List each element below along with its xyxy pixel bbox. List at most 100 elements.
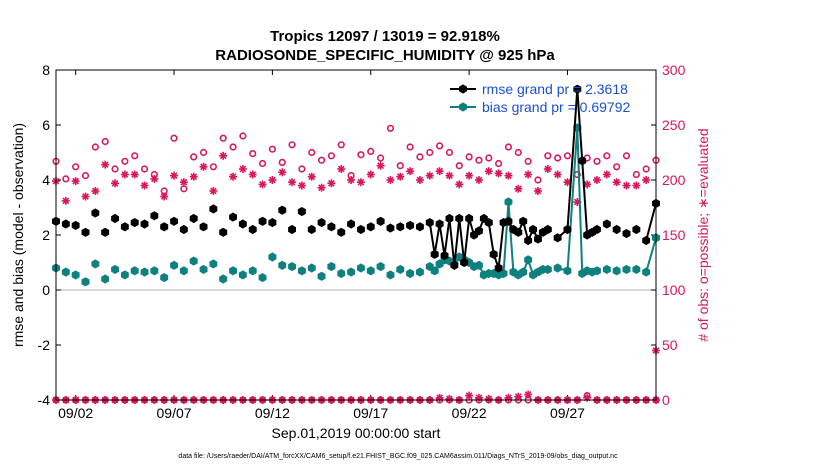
y2-tick-label: 100 [662,282,686,298]
obs-evaluated-point [622,181,631,190]
obs-evaluated-point [288,178,297,187]
obs-evaluated-point [219,151,228,160]
rmse-point [170,216,178,226]
y2-tick-label: 250 [662,117,686,133]
obs-possible-point [475,156,483,164]
obs-evaluated-point [140,181,149,190]
rmse-point [327,222,336,232]
obs-evaluated-point [111,179,120,188]
bias-point [642,267,651,277]
obs-evaluated-point [61,196,70,205]
rmse-point [347,219,355,229]
bias-point [278,260,287,270]
obs-possible-point [258,159,267,168]
y2-axis-label: # of obs: o=possible; ∗=evaluated [695,128,711,341]
obs-possible-point [308,148,316,157]
rmse-point [529,224,537,235]
obs-possible-point [317,156,326,164]
obs-possible-point [239,132,247,140]
bias-point [622,264,631,274]
y-tick-label: 6 [42,117,50,133]
obs-possible-point [465,153,473,161]
x-tick-label: 09/07 [157,405,192,421]
obs-evaluated-point [209,187,218,195]
rmse-point [524,235,533,246]
bias-point [170,260,178,270]
bias-point [111,264,119,274]
bias-point [632,264,641,274]
obs-evaluated-point [81,192,90,201]
axes-layer: -4 -2 0 2 4 6 8 0 50 100 150 200 250 300 09/02 09/07 09/… [38,62,686,421]
obs-evaluated-point [229,172,238,181]
obs-possible-point [190,153,198,161]
obs-possible-point [140,165,149,173]
rmse-point [573,84,582,94]
rmse-point [475,226,483,236]
y-tick-label: 8 [42,62,50,78]
obs-evaluated-point [327,179,336,188]
obs-evaluated-point [170,171,179,180]
obs-evaluated-point [297,181,306,190]
rmse-point [111,213,119,224]
rmse-point [642,235,651,246]
bias-point [430,266,439,276]
chart-title-line2: RADIOSONDE_SPECIFIC_HUMIDITY @ 925 hPa [215,47,555,64]
rmse-point [396,222,405,232]
x-tick-label: 09/22 [452,405,487,421]
obs-evaluated-point [494,169,503,178]
obs-evaluated-point [199,162,208,171]
y-tick-label: 2 [42,227,50,243]
y2-tick-label: 200 [662,172,686,188]
obs-evaluated-point [347,176,356,184]
plot-frame [55,69,657,401]
obs-possible-point [504,143,513,151]
rmse-point [494,263,503,273]
y2-tick-label: 50 [662,337,678,353]
rmse-point [179,224,188,235]
bias-point [406,268,415,279]
legend-bias-label: bias grand pr = 0.69792 [482,99,630,115]
obs-evaluated-point [71,177,80,186]
obs-possible-point [376,154,385,162]
obs-evaluated-point [425,171,434,180]
obs-possible-point [278,158,286,166]
bias-point [386,270,395,280]
obs-evaluated-point [474,176,483,184]
rmse-point [337,227,346,237]
obs-possible-point [554,154,562,162]
obs-evaluated-point [563,178,572,187]
rmse-point [406,220,415,230]
zero-level-evaluated-point [435,393,444,402]
bias-point [288,262,296,272]
bias-point [297,266,306,276]
rmse-point [357,224,365,235]
bias-point [238,270,247,280]
y-tick-label: 0 [42,282,50,298]
rmse-point [553,233,562,243]
obs-possible-point [81,172,90,180]
obs-evaluated-point [150,174,159,183]
obs-possible-point [101,137,109,146]
obs-possible-point [524,157,532,165]
rmse-point [622,229,631,239]
bias-point [553,263,562,273]
bias-point [612,266,621,276]
bias-point [563,266,572,276]
x-tick-label: 09/12 [255,405,290,421]
obs-evaluated-point [91,187,100,195]
bias-point [357,263,365,273]
bias-point [71,270,80,280]
obs-evaluated-point [553,170,562,179]
obs-possible-point [62,175,70,183]
zero-level-evaluated-point [484,394,493,403]
obs-evaluated-point [337,165,346,173]
obs-evaluated-point [632,181,641,190]
rmse-point [460,257,469,268]
rmse-point [435,219,444,229]
obs-evaluated-point [120,170,129,179]
rmse-point [130,218,139,228]
zero-level-evaluated-point [514,392,523,401]
obs-possible-point [613,163,621,171]
obs-possible-point [386,124,395,132]
